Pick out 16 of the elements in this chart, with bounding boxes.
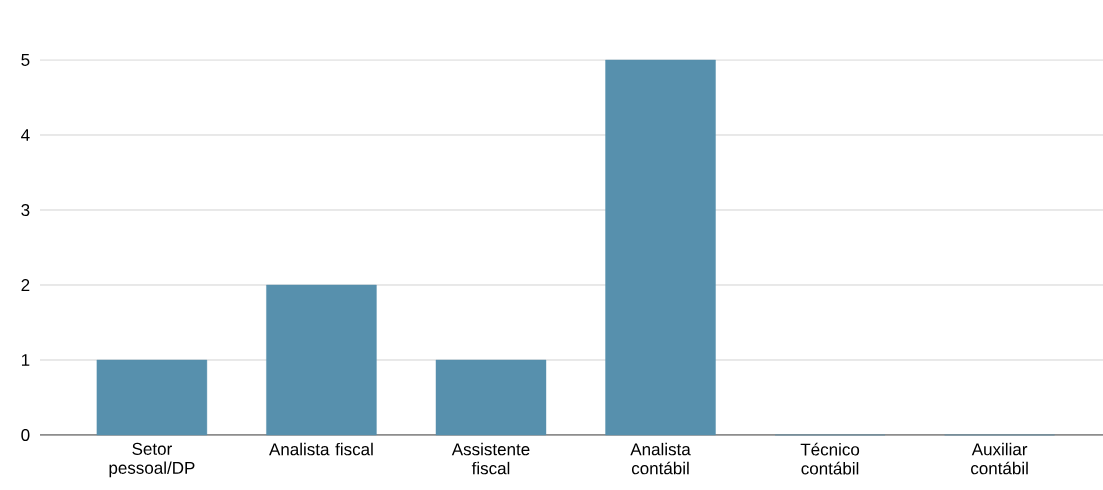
x-tick-label: Assistente fiscal — [451, 442, 530, 475]
x-tick-label: Analista fiscal — [269, 442, 373, 456]
y-tick-label: 3 — [21, 203, 30, 217]
y-tick-label: 1 — [21, 354, 30, 366]
y-tick-label: 5 — [21, 54, 30, 66]
x-tick-label: Auxiliar contábil — [971, 442, 1028, 475]
bar — [605, 59, 716, 436]
y-tick-label: 2 — [21, 279, 30, 291]
y-tick-label: 4 — [21, 129, 30, 141]
y-tick-label: 0 — [21, 428, 30, 442]
bar — [266, 284, 377, 436]
x-tick-label: Setor pessoal/DP — [109, 442, 195, 478]
x-tick-label: Analista contábil — [630, 442, 691, 475]
bar — [435, 359, 547, 436]
bar — [96, 359, 208, 436]
x-tick-label: Técnico contábil — [800, 442, 860, 475]
